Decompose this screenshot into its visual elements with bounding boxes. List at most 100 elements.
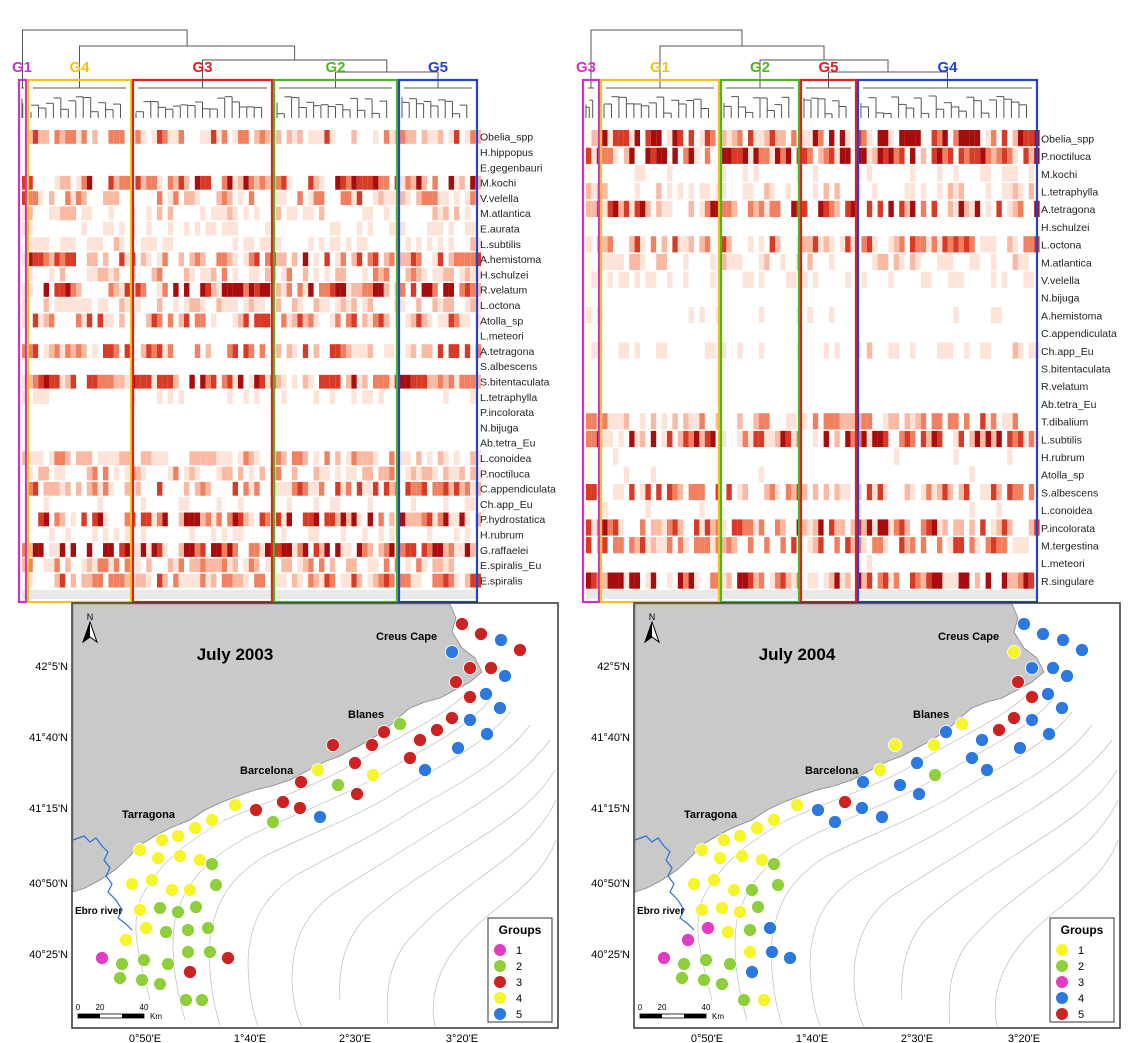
heat-cell	[194, 175, 201, 190]
heat-cell	[731, 200, 738, 217]
heat-cell	[845, 130, 851, 147]
heat-cell	[227, 344, 233, 358]
heat-cell	[470, 283, 476, 297]
heat-cell	[807, 519, 813, 536]
legend-label: 1	[516, 945, 522, 957]
heat-cell	[173, 573, 179, 588]
group-boxes-2003: G1 G4 G3 G2 G5	[12, 59, 479, 604]
heat-cell	[76, 344, 82, 358]
heat-cell	[640, 200, 646, 217]
heat-cell	[178, 512, 184, 527]
station-dot	[293, 801, 307, 815]
heat-cell	[464, 267, 471, 282]
heat-cell	[281, 451, 287, 466]
heat-cell	[49, 344, 55, 358]
heat-cell	[405, 558, 411, 573]
station-dot	[1007, 711, 1021, 725]
heat-cell	[645, 484, 651, 501]
heat-cell	[281, 267, 287, 282]
heat-cell	[802, 130, 808, 147]
heat-cell	[302, 344, 309, 358]
heat-cell	[38, 252, 44, 267]
heat-cell	[942, 130, 948, 147]
heat-cell	[969, 130, 975, 147]
heat-cell	[32, 451, 39, 466]
heat-cell	[243, 512, 249, 527]
heat-cell	[351, 191, 357, 205]
heat-cell	[753, 130, 759, 147]
heat-cell	[146, 374, 152, 389]
heat-cell	[586, 200, 592, 217]
heat-cell	[313, 497, 319, 511]
heat-cell	[996, 519, 1002, 536]
legend-title-2004: Groups	[1061, 923, 1104, 937]
dendrogram-branch	[590, 29, 743, 78]
heat-cell	[721, 519, 727, 536]
heat-cell	[313, 130, 319, 144]
heat-cell	[454, 527, 460, 542]
heat-cell	[54, 512, 60, 527]
heat-cell	[157, 252, 163, 267]
heat-cell	[947, 147, 954, 164]
map-title-2004: July 2004	[759, 645, 836, 664]
heat-cell	[764, 200, 770, 217]
station-dot	[159, 925, 173, 939]
heat-cell	[721, 572, 727, 589]
heat-cell	[459, 512, 465, 527]
heat-cell	[383, 466, 390, 481]
species-label: S.bitentaculata	[1041, 364, 1111, 376]
heat-cell	[167, 175, 174, 190]
station-dot	[965, 751, 979, 765]
heat-cell	[872, 147, 878, 164]
heat-cell	[920, 271, 927, 288]
heat-cell	[443, 283, 449, 297]
heat-cell	[211, 130, 217, 144]
heat-cell	[135, 466, 141, 481]
heat-cell	[834, 572, 840, 589]
lat-0-2004: 42°5'N	[597, 661, 630, 673]
heat-cell	[92, 344, 98, 358]
heat-cell	[872, 430, 878, 448]
heat-cell	[259, 313, 265, 328]
heat-cell	[308, 512, 314, 527]
heat-cell	[189, 512, 195, 527]
heat-cell	[1007, 448, 1013, 465]
heat-cell	[167, 130, 174, 144]
heat-cell	[1028, 271, 1035, 288]
heat-cell	[764, 130, 770, 147]
heat-cell	[416, 298, 422, 313]
heat-cell	[70, 206, 76, 221]
heat-cell	[248, 283, 255, 297]
dendrogram-branch	[79, 45, 296, 78]
heat-cell	[454, 175, 460, 190]
heat-cell	[189, 573, 195, 588]
heat-cell	[634, 430, 640, 448]
heat-cell	[416, 313, 422, 328]
heat-cell	[437, 543, 444, 557]
heat-cell	[931, 236, 937, 253]
station-dot	[790, 798, 804, 812]
lat-labels-2004: 42°5'N 41°40'N 41°15'N 40°50'N 40°25'N	[591, 661, 630, 961]
heat-cell	[92, 527, 98, 542]
heat-cell	[613, 448, 619, 465]
heat-cell	[947, 183, 954, 200]
heat-cell	[991, 430, 997, 448]
heat-cell	[645, 271, 651, 288]
lat-1-2003: 41°40'N	[29, 732, 68, 744]
heat-cell	[184, 298, 190, 313]
heat-cell	[221, 374, 228, 389]
heat-cell	[32, 191, 39, 205]
heat-cell	[43, 283, 49, 297]
heat-cell	[888, 342, 894, 359]
heat-cell	[780, 147, 786, 164]
heat-cell	[818, 130, 824, 147]
heat-cell	[157, 175, 163, 190]
species-label: V.velella	[480, 193, 519, 205]
heat-cell	[281, 527, 287, 542]
heat-cell	[362, 451, 368, 466]
heat-cell	[883, 253, 889, 271]
heat-cell	[454, 374, 460, 389]
bathymetry-2004	[697, 689, 1119, 1027]
species-label: H.schulzei	[1041, 222, 1089, 234]
heat-cell	[1012, 130, 1018, 147]
